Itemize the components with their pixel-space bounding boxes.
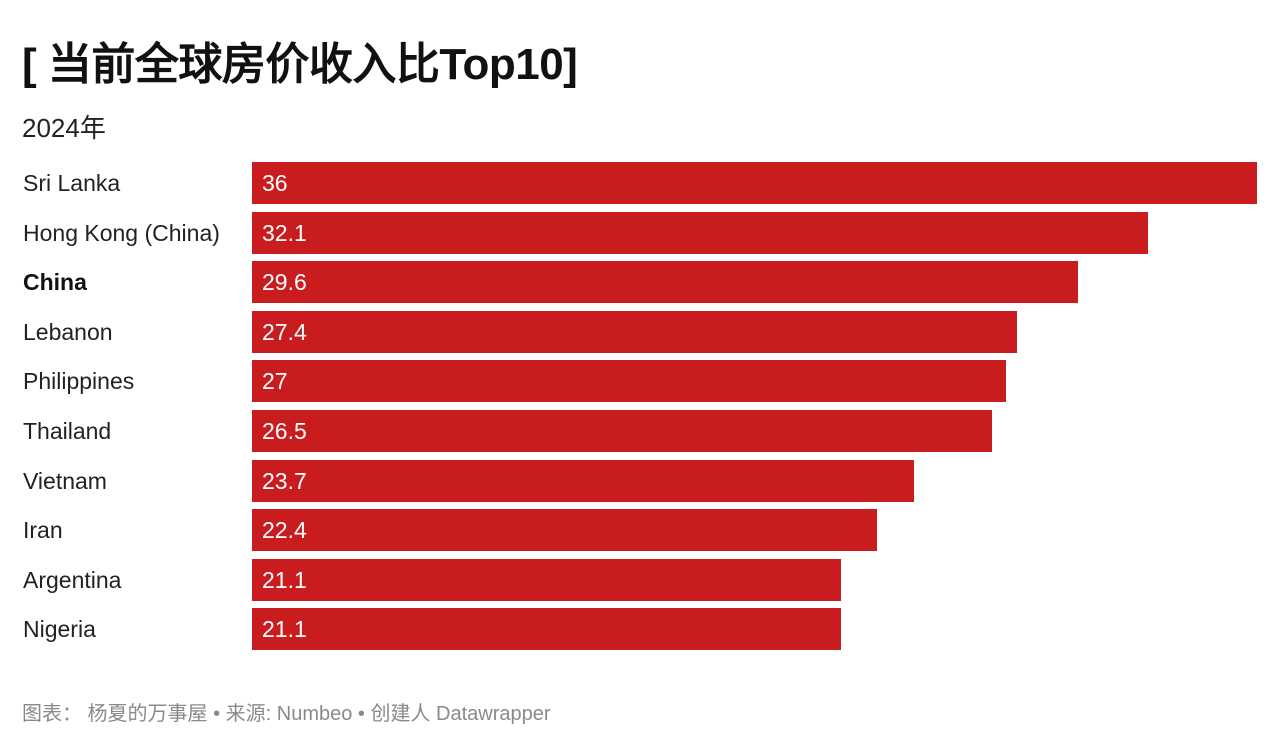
bar bbox=[252, 509, 878, 551]
bar bbox=[252, 460, 914, 502]
bar-row: Iran 22.4 bbox=[0, 509, 1280, 551]
bar bbox=[252, 311, 1017, 353]
value-label: 23.7 bbox=[262, 468, 307, 494]
category-label: Lebanon bbox=[23, 319, 113, 345]
value-label: 21.1 bbox=[262, 616, 307, 642]
value-label: 36 bbox=[262, 170, 288, 196]
chart-title: [ 当前全球房价收入比Top10] bbox=[22, 40, 578, 89]
category-label: Philippines bbox=[23, 368, 135, 394]
bar-row: Nigeria 21.1 bbox=[0, 608, 1280, 650]
value-label: 27.4 bbox=[262, 319, 307, 345]
value-label: 29.6 bbox=[262, 269, 307, 295]
bar-row: Lebanon 27.4 bbox=[0, 311, 1280, 353]
category-label: Iran bbox=[23, 517, 63, 543]
bar-row: Hong Kong (China) 32.1 bbox=[0, 212, 1280, 254]
category-label: Vietnam bbox=[23, 468, 107, 494]
category-label: China bbox=[23, 269, 87, 295]
category-label: Argentina bbox=[23, 567, 122, 593]
category-label: Sri Lanka bbox=[23, 170, 121, 196]
category-label: Thailand bbox=[23, 418, 112, 444]
bar-row: Philippines 27 bbox=[0, 360, 1280, 402]
bar-row: Argentina 21.1 bbox=[0, 559, 1280, 601]
value-label: 26.5 bbox=[262, 418, 307, 444]
chart-subtitle: 2024年 bbox=[22, 113, 106, 143]
bar bbox=[252, 212, 1149, 254]
category-label: Nigeria bbox=[23, 616, 96, 642]
chart-footer: 图表： 杨夏的万事屋 • 来源: Numbeo • 创建人 Datawrappe… bbox=[22, 703, 551, 725]
bar bbox=[252, 608, 842, 650]
bar bbox=[252, 410, 992, 452]
bar-row: Vietnam 23.7 bbox=[0, 460, 1280, 502]
category-label: Hong Kong (China) bbox=[23, 220, 220, 246]
bar bbox=[252, 162, 1257, 204]
bar bbox=[252, 360, 1006, 402]
bar bbox=[252, 559, 842, 601]
bar-row: China 29.6 bbox=[0, 261, 1280, 303]
value-label: 32.1 bbox=[262, 220, 307, 246]
value-label: 27 bbox=[262, 368, 288, 394]
bar-row: Sri Lanka 36 bbox=[0, 162, 1280, 204]
value-label: 21.1 bbox=[262, 567, 307, 593]
bar-chart: Sri Lanka 36 Hong Kong (China) 32.1 China 29.… bbox=[0, 162, 1280, 652]
value-label: 22.4 bbox=[262, 517, 307, 543]
bar bbox=[252, 261, 1079, 303]
bar-row: Thailand 26.5 bbox=[0, 410, 1280, 452]
